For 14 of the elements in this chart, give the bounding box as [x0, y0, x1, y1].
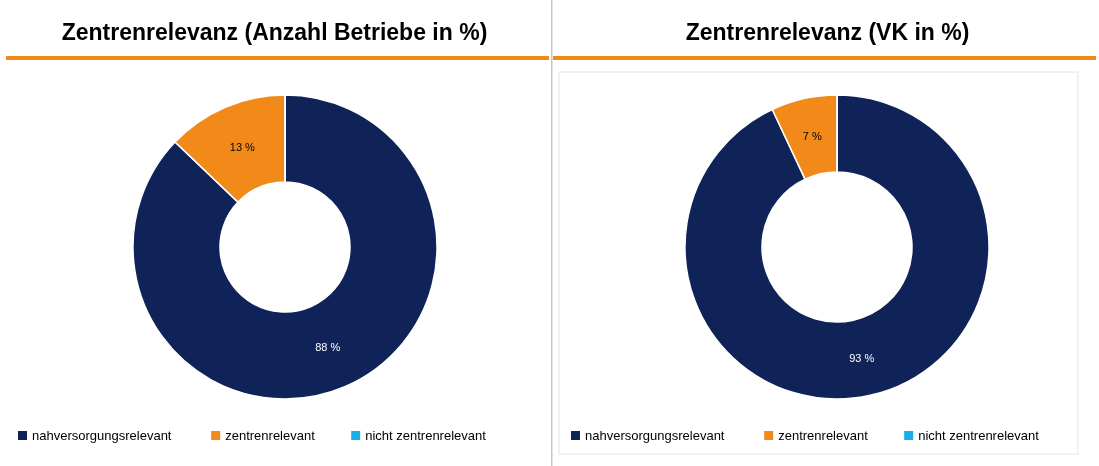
donut-slice [684, 94, 990, 400]
legend-label: nicht zentrenrelevant [365, 428, 487, 443]
chart-title: Zentrenrelevanz (Anzahl Betriebe in %) [61, 19, 488, 45]
legend-label: nicht zentrenrelevant [918, 428, 1040, 443]
legend-label: zentrenrelevant [225, 428, 316, 443]
data-label: 13 % [229, 141, 256, 154]
legend-label: nahversorgungsrelevant [32, 428, 172, 443]
data-label: 93 % [849, 351, 875, 364]
legend-label: nahversorgungsrelevant [585, 428, 725, 443]
data-label: 88 % [315, 340, 341, 353]
legend-label: zentrenrelevant [778, 428, 869, 443]
donut-slice [132, 94, 438, 400]
chart-title: Zentrenrelevanz (VK in %) [685, 19, 970, 45]
data-label: 7 % [802, 130, 822, 143]
